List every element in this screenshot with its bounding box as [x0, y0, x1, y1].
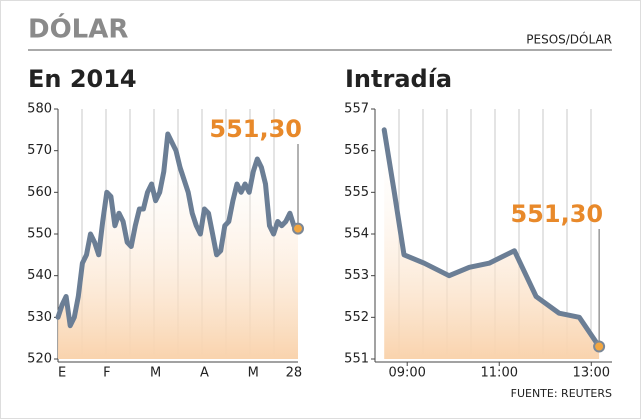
x-tick-label: 28: [286, 366, 303, 381]
y-tick-label: 551: [344, 352, 369, 367]
line: [55, 131, 301, 329]
y-tick-label: 555: [344, 185, 369, 200]
y-tick-label: 556: [344, 143, 369, 158]
x-tick-label: A: [200, 366, 209, 381]
chart-title: En 2014: [28, 65, 137, 93]
x-tick-label: 09:00: [388, 366, 425, 381]
y-tick-label: 552: [344, 310, 369, 325]
title: DÓLAR: [28, 13, 128, 45]
source: FUENTE: REUTERS: [511, 387, 612, 400]
end-point: [292, 222, 304, 235]
value-label: 551,30: [510, 200, 603, 228]
x-tick-label: E: [58, 366, 66, 381]
y-tick-label: 557: [344, 102, 369, 117]
end-point: [593, 340, 606, 353]
area: [384, 129, 600, 359]
y-tick-label: 554: [344, 227, 369, 242]
y-tick-label: 550: [27, 227, 52, 242]
x-tick-label: 13:00: [573, 366, 610, 381]
y-tick-label: 553: [344, 268, 369, 283]
y-tick-label: 580: [27, 102, 52, 117]
x-tick-label: M: [248, 366, 259, 381]
y-tick-label: 530: [27, 310, 52, 325]
y-tick-label: 520: [27, 352, 52, 367]
chart-title: Intradía: [345, 65, 452, 93]
value-label: 551,30: [209, 115, 302, 143]
y-tick-label: 570: [27, 143, 52, 158]
y-tick-label: 560: [27, 185, 52, 200]
x-tick-label: 11:00: [481, 366, 518, 381]
x-tick-label: M: [150, 366, 161, 381]
line: [381, 127, 602, 349]
x-tick-label: F: [103, 366, 110, 381]
y-tick-label: 540: [27, 268, 52, 283]
unit: PESOS/DÓLAR: [526, 32, 612, 47]
